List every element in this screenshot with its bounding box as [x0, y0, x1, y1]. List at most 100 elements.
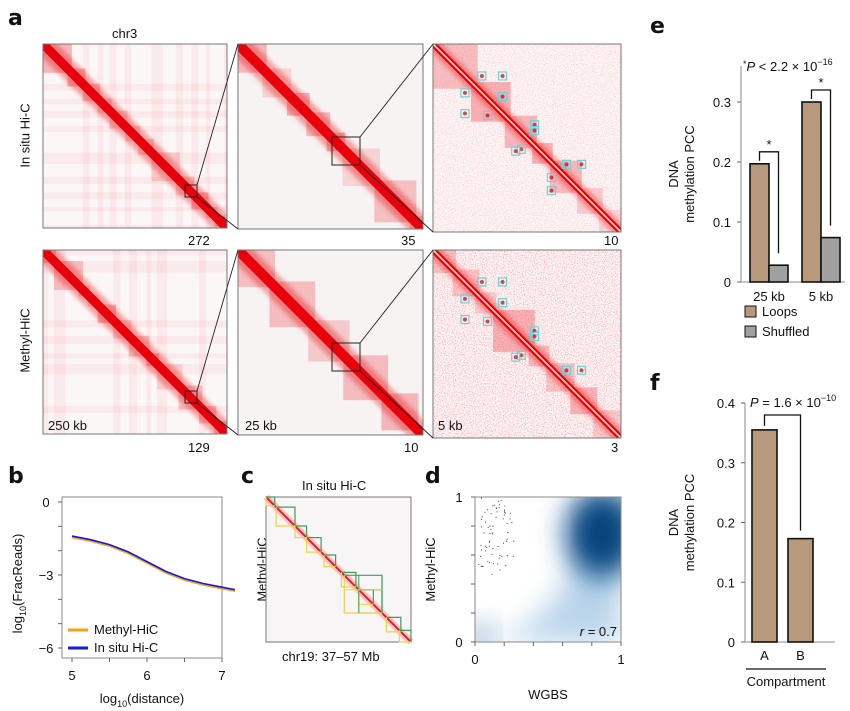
- outlier-point: [497, 500, 500, 502]
- zoom-connector: [196, 402, 239, 436]
- p-value-annotation: *P < 2.2 × 10−16: [743, 57, 833, 74]
- outlier-point: [492, 532, 494, 534]
- legend-label: Methyl-HiC: [94, 622, 158, 637]
- loop-dot: [485, 319, 490, 324]
- outlier-point: [513, 540, 515, 542]
- tad-methyl: [275, 507, 295, 527]
- y-tick-label: −3: [39, 568, 54, 583]
- compartment-stripe: [43, 405, 227, 413]
- zoom-box-25kb: [331, 342, 361, 372]
- compartment-stripe: [43, 250, 227, 256]
- tad-insitu: [276, 506, 296, 526]
- panel-c-title: In situ Hi-C: [302, 478, 367, 493]
- outlier-point: [504, 505, 506, 507]
- significance-star: *: [766, 137, 771, 152]
- panel-a-contact-maps: [42, 43, 622, 439]
- loop-dot: [462, 296, 467, 301]
- density-band: [475, 497, 621, 642]
- compartment-stripe: [205, 44, 211, 228]
- outlier-point: [498, 504, 501, 506]
- loop-dot: [549, 175, 554, 180]
- plot-frame: [474, 496, 622, 643]
- diagonal-band: [238, 44, 423, 229]
- panel-a-letter: a: [8, 6, 23, 31]
- outlier-point: [485, 550, 487, 552]
- map-frame: [42, 249, 228, 435]
- bar-loops-25kb: [749, 163, 770, 283]
- zoom-connector: [359, 164, 434, 233]
- loop-dot: [462, 90, 467, 95]
- significance-bracket: [758, 151, 780, 254]
- y-tick-label: 0.4: [717, 396, 735, 411]
- outlier-point: [489, 525, 491, 527]
- p-value-annotation: P = 1.6 × 10−10: [750, 393, 836, 410]
- x-axis-label: log10(distance): [100, 691, 184, 709]
- loop-marker: [477, 277, 487, 287]
- max-value-insitu-250kb: 272: [188, 233, 210, 248]
- outlier-point: [501, 555, 503, 557]
- outlier-point: [492, 525, 494, 527]
- outlier-point: [500, 499, 502, 502]
- compartment-stripe: [43, 152, 227, 164]
- resolution-label-25kb: 25 kb: [245, 418, 277, 433]
- outlier-point: [507, 531, 509, 534]
- outlier-point: [495, 516, 497, 518]
- loop-dot: [519, 353, 524, 358]
- x-axis-label: Compartment: [747, 674, 826, 689]
- compartment-stripe: [151, 44, 163, 228]
- tad-insitu: [295, 525, 308, 538]
- x-tick-label: 0: [471, 652, 478, 667]
- bar-shuffled-25kb: [768, 264, 789, 283]
- map-frame: [237, 43, 424, 230]
- legend-label: In situ Hi-C: [94, 640, 158, 655]
- outlier-point: [492, 505, 494, 507]
- loop-dot: [479, 279, 484, 284]
- outlier-point: [480, 526, 483, 528]
- loop-dot: [500, 94, 505, 99]
- bar-compartment-b: [787, 537, 814, 643]
- outlier-point: [492, 548, 494, 550]
- x-tick-label: 7: [218, 668, 225, 683]
- loop-dot: [564, 162, 569, 167]
- compartment-stripe: [43, 224, 227, 228]
- outlier-point: [495, 507, 497, 509]
- zoom-box-250kb: [184, 184, 198, 198]
- loop-dot: [564, 368, 569, 373]
- panel-e-letter: e: [650, 14, 665, 39]
- y-axis-label-line2: methylation PCC: [682, 474, 697, 572]
- outlier-point: [487, 509, 489, 511]
- tad-methyl: [306, 537, 322, 553]
- x-tick-label: 5: [68, 668, 75, 683]
- y-tick-label: 1: [455, 490, 462, 505]
- loop-dot: [500, 73, 505, 78]
- map-frame: [42, 43, 228, 229]
- loop-marker: [576, 159, 587, 169]
- loop-marker: [482, 110, 493, 121]
- outlier-point: [506, 554, 508, 557]
- outlier-point: [504, 509, 506, 511]
- y-tick-label: 0: [728, 635, 735, 650]
- legend-swatch-shuffled: [744, 325, 757, 338]
- loop-dot: [579, 162, 584, 167]
- y-tick-label: 0: [724, 275, 731, 290]
- y-tick-label: −6: [39, 641, 54, 656]
- y-tick-label: 0.2: [713, 155, 731, 170]
- compartment-stripe: [43, 98, 227, 105]
- outlier-point: [496, 511, 498, 513]
- series-line-methyl-hic: [71, 536, 235, 593]
- outlier-point: [481, 565, 483, 567]
- x-tick-label: 25 kb: [753, 289, 785, 304]
- outlier-point: [503, 510, 505, 512]
- outlier-point: [480, 549, 483, 551]
- bar-compartment-a: [751, 429, 778, 643]
- y-tick-label: 0.1: [713, 215, 731, 230]
- loop-dot: [532, 334, 537, 339]
- compartment-stripe: [43, 192, 227, 200]
- panel-f-bar-chart: 0 0.1 0.2 0.3 0.4 DNA methylation PCC A B P = 1.6…: [666, 393, 836, 689]
- y-axis-label-line2: methylation PCC: [682, 125, 697, 223]
- outlier-point: [497, 545, 499, 548]
- loop-dot: [462, 111, 467, 116]
- loop-marker: [460, 88, 470, 98]
- outlier-point: [490, 513, 492, 515]
- outlier-point: [482, 565, 484, 567]
